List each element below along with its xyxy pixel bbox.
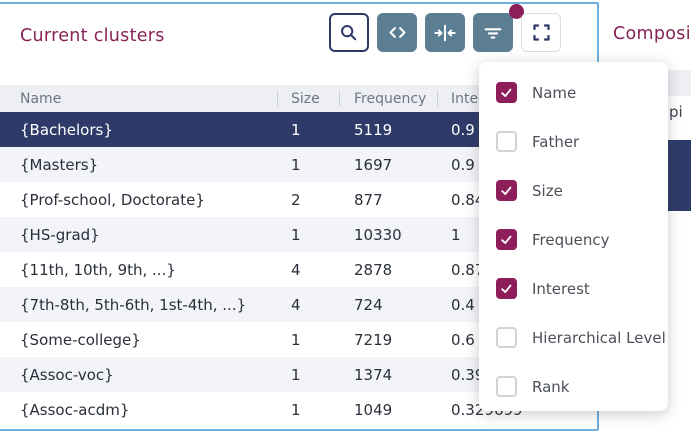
menu-item-rank[interactable]: Rank — [479, 362, 668, 411]
cell-size: 1 — [291, 225, 301, 244]
cell-name: {Bachelors} — [20, 120, 113, 139]
code-icon — [387, 22, 408, 43]
cell-name: {Masters} — [20, 155, 99, 174]
cell-size: 4 — [291, 260, 301, 279]
column-visibility-menu: Name Father Size Frequency Interest — [479, 62, 668, 411]
code-view-button[interactable] — [377, 13, 417, 52]
cell-frequency: 877 — [354, 190, 383, 209]
cell-frequency: 10330 — [354, 225, 402, 244]
menu-item-father[interactable]: Father — [479, 117, 668, 166]
cell-interest: 0.87 — [451, 260, 485, 279]
right-panel-title: Composition — [613, 24, 691, 44]
column-header-name[interactable]: Name — [20, 90, 62, 107]
search-button[interactable] — [329, 13, 369, 52]
cell-size: 2 — [291, 190, 301, 209]
center-columns-icon — [434, 22, 456, 44]
cell-frequency: 724 — [354, 295, 383, 314]
menu-item-label: Father — [532, 132, 580, 151]
fullscreen-button[interactable] — [521, 13, 561, 52]
cell-frequency: 7219 — [354, 330, 393, 349]
menu-item-frequency[interactable]: Frequency — [479, 215, 668, 264]
cell-interest: 0.39 — [451, 365, 485, 384]
center-columns-button[interactable] — [425, 13, 465, 52]
cell-interest: 0.9 — [451, 155, 475, 174]
checkbox[interactable] — [496, 180, 517, 201]
cell-name: {Assoc-voc} — [20, 365, 114, 384]
cell-interest: 1 — [451, 225, 461, 244]
checkbox[interactable] — [496, 376, 517, 397]
right-panel-text-fragment: pi — [669, 103, 683, 121]
menu-item-label: Frequency — [532, 230, 610, 249]
cell-interest: 0.84 — [451, 190, 485, 209]
search-icon — [338, 22, 360, 44]
cell-frequency: 5119 — [354, 120, 393, 139]
cell-name: {11th, 10th, 9th, ...} — [20, 260, 176, 279]
cell-name: {7th-8th, 5th-6th, 1st-4th, ...} — [20, 295, 247, 314]
cell-size: 1 — [291, 365, 301, 384]
menu-item-label: Name — [532, 83, 577, 102]
cell-size: 1 — [291, 120, 301, 139]
column-header-size[interactable]: Size — [277, 85, 339, 112]
cell-size: 4 — [291, 295, 301, 314]
checkbox[interactable] — [496, 131, 517, 152]
cell-name: {Prof-school, Doctorate} — [20, 190, 205, 209]
cell-interest: 0.6 — [451, 330, 475, 349]
fullscreen-icon — [531, 22, 552, 43]
checkbox[interactable] — [496, 278, 517, 299]
cell-frequency: 2878 — [354, 260, 393, 279]
cell-size: 1 — [291, 400, 301, 419]
menu-item-interest[interactable]: Interest — [479, 264, 668, 313]
menu-item-label: Hierarchical Level — [532, 328, 666, 347]
menu-item-hierarchical-level[interactable]: Hierarchical Level — [479, 313, 668, 362]
checkbox[interactable] — [496, 327, 517, 348]
notification-badge — [509, 4, 524, 19]
filter-columns-button[interactable] — [473, 4, 524, 52]
column-header-frequency[interactable]: Frequency — [339, 85, 437, 112]
checkbox[interactable] — [496, 229, 517, 250]
menu-item-label: Size — [532, 181, 563, 200]
panel-title: Current clusters — [20, 26, 165, 46]
menu-item-label: Rank — [532, 377, 570, 396]
cell-interest: 0.9 — [451, 120, 475, 139]
cell-interest: 0.4 — [451, 295, 475, 314]
cell-name: {Assoc-acdm} — [20, 400, 130, 419]
cell-size: 1 — [291, 330, 301, 349]
toolbar — [329, 4, 561, 52]
cell-frequency: 1697 — [354, 155, 393, 174]
menu-item-label: Interest — [532, 279, 590, 298]
cell-frequency: 1049 — [354, 400, 393, 419]
cell-name: {Some-college} — [20, 330, 141, 349]
cell-frequency: 1374 — [354, 365, 393, 384]
menu-item-size[interactable]: Size — [479, 166, 668, 215]
cell-size: 1 — [291, 155, 301, 174]
filter-icon — [482, 22, 504, 44]
cell-name: {HS-grad} — [20, 225, 100, 244]
menu-item-name[interactable]: Name — [479, 68, 668, 117]
checkbox[interactable] — [496, 82, 517, 103]
